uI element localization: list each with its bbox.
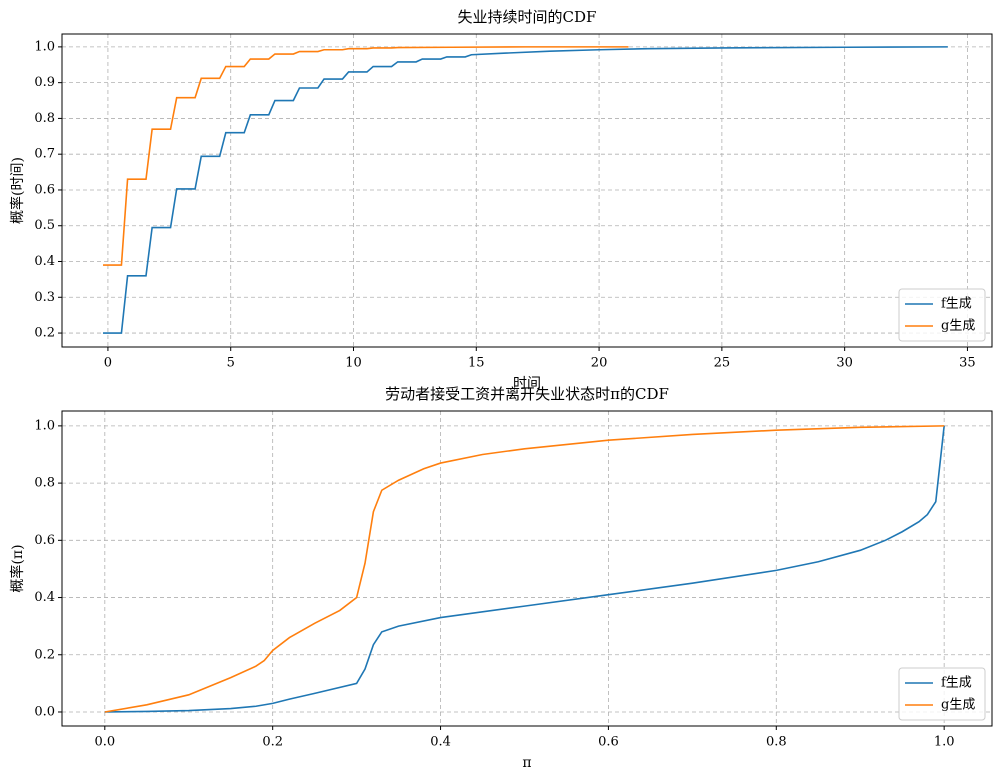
legend-box: [898, 288, 986, 342]
x-tick-label: 25: [714, 356, 731, 371]
legend-box: [898, 667, 986, 721]
y-tick-label: 0.6: [34, 533, 55, 548]
y-tick-label: 0.4: [34, 254, 55, 269]
y-tick-label: 0.7: [34, 147, 55, 162]
x-tick-label: 0.0: [94, 735, 115, 750]
y-axis-label: 概率(π): [9, 544, 26, 592]
data-line: [103, 46, 948, 334]
y-axis-label: 概率(时间): [9, 157, 26, 224]
legend-label: f生成: [941, 297, 972, 312]
x-tick-label: 15: [468, 356, 485, 371]
x-tick-label: 30: [836, 356, 853, 371]
x-tick-label: 1.0: [934, 735, 955, 750]
x-tick-label: 0.6: [598, 735, 619, 750]
chart-title: 劳动者接受工资并离开失业状态时π的CDF: [385, 385, 669, 403]
y-tick-label: 0.2: [34, 326, 55, 341]
x-tick-label: 0.2: [262, 735, 283, 750]
legend: f生成 g生成: [898, 667, 986, 721]
y-tick-label: 0.0: [34, 704, 55, 719]
y-tick-label: 0.6: [34, 182, 55, 197]
x-tick-label: 10: [345, 356, 362, 371]
y-tick-label: 0.9: [34, 75, 55, 90]
data-line: [104, 425, 945, 713]
y-tick-label: 0.3: [34, 290, 55, 305]
plot: 失业持续时间的CDF 时间 概率(时间) 0 5 10 15 20 25 30 35 0.2 0.3 0.…: [9, 8, 993, 392]
x-tick-label: 5: [227, 356, 235, 371]
x-axis-label: π: [522, 755, 531, 771]
y-tick-label: 0.8: [34, 111, 55, 126]
legend: f生成 g生成: [898, 288, 986, 342]
x-tick-label: 0: [104, 356, 112, 371]
plot: 劳动者接受工资并离开失业状态时π的CDF π 概率(π) 0.0 0.2 0.4 0.6 0.…: [9, 385, 993, 771]
x-tick-label: 0.8: [766, 735, 787, 750]
x-tick-label: 20: [591, 356, 608, 371]
y-tick-label: 0.8: [34, 476, 55, 491]
legend-label: f生成: [941, 676, 972, 691]
legend-label: g生成: [941, 319, 975, 334]
data-line: [104, 425, 945, 713]
y-tick-label: 0.4: [34, 590, 55, 605]
x-tick-label: 0.4: [430, 735, 451, 750]
x-tick-label: 35: [959, 356, 976, 371]
data-line: [103, 46, 629, 266]
chart-title: 失业持续时间的CDF: [458, 8, 597, 26]
legend-label: g生成: [941, 698, 975, 713]
x-axis-label: 时间: [513, 376, 541, 392]
y-tick-label: 0.5: [34, 218, 55, 233]
axes-frame: [61, 33, 993, 348]
y-tick-label: 0.2: [34, 647, 55, 662]
y-tick-label: 1.0: [34, 418, 55, 433]
axes-frame: [61, 410, 993, 727]
y-tick-label: 1.0: [34, 39, 55, 54]
